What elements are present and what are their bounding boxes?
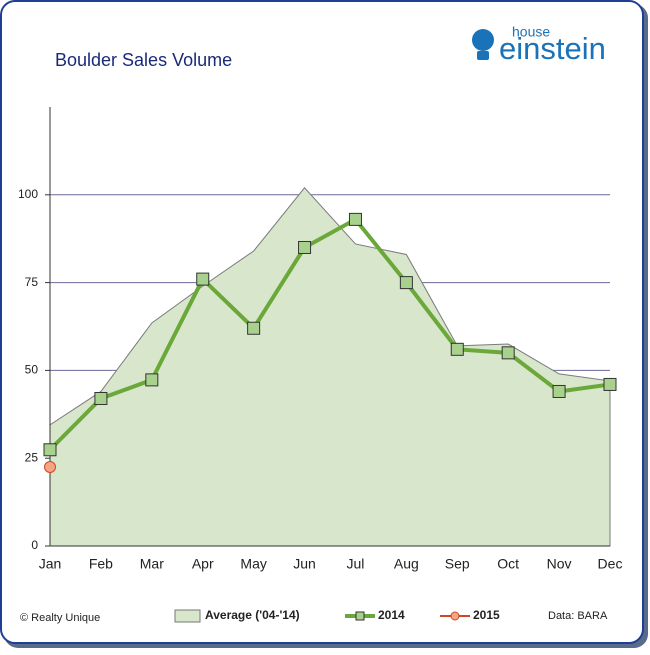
marker	[348, 212, 362, 226]
legend-label: 2014	[378, 608, 405, 622]
marker	[44, 460, 56, 473]
legend-label: Average ('04-'14)	[205, 608, 300, 622]
marker	[298, 240, 312, 254]
x-tick-label: Apr	[192, 556, 214, 572]
x-tick-label: Feb	[89, 556, 113, 572]
area	[49, 187, 611, 547]
logo-bulb	[472, 29, 494, 51]
logo: house einstein	[472, 24, 606, 66]
x-tick-label: Dec	[598, 556, 623, 572]
legend-label: 2015	[473, 608, 500, 622]
marker	[94, 391, 108, 405]
y-tick-label: 25	[25, 450, 39, 464]
x-tick-label: Nov	[547, 556, 572, 572]
x-tick-label: Jun	[293, 556, 316, 572]
x-tick-label: Oct	[497, 556, 519, 572]
marker	[450, 342, 464, 356]
logo-base	[477, 51, 489, 60]
marker	[247, 321, 261, 335]
source: Data: BARA	[548, 610, 608, 622]
y-tick-label: 0	[31, 538, 38, 552]
legend-marker	[450, 611, 460, 621]
y-tick-label: 75	[25, 275, 39, 289]
chart-title: Boulder Sales Volume	[55, 50, 232, 70]
marker	[552, 384, 566, 398]
x-tick-label: Aug	[394, 556, 419, 572]
y-tick-label: 50	[25, 363, 39, 377]
x-tick-label: Sep	[445, 556, 470, 572]
x-tick-label: May	[240, 556, 266, 572]
marker	[196, 272, 210, 286]
y-tick-label: 100	[18, 187, 38, 201]
marker	[43, 443, 57, 457]
credit: © Realty Unique	[20, 612, 100, 624]
marker	[399, 276, 413, 290]
marker	[603, 377, 617, 391]
logo-large: einstein	[499, 31, 606, 66]
logo-small: house	[512, 24, 550, 40]
legend-marker	[355, 611, 365, 621]
x-tick-label: Mar	[140, 556, 164, 572]
line	[48, 216, 611, 452]
x-tick-label: Jul	[347, 556, 365, 572]
legend-swatch	[174, 609, 201, 623]
x-tick-label: Jan	[39, 556, 62, 572]
marker	[145, 373, 159, 387]
marker	[501, 346, 515, 360]
